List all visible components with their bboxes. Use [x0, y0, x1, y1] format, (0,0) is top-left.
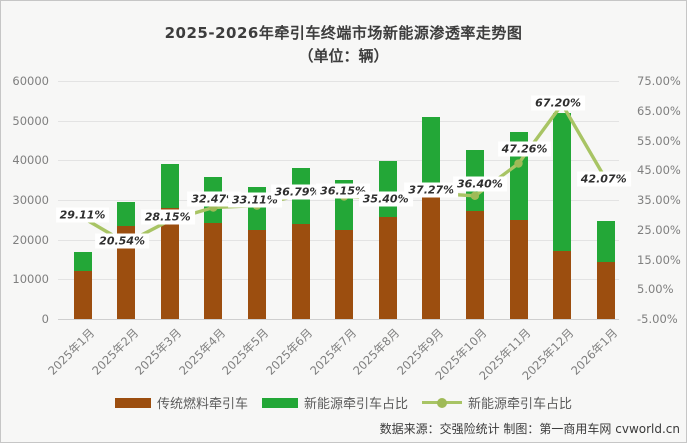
right-axis-tick-label: 5.00%	[637, 282, 674, 297]
bar-fuel-segment	[335, 230, 354, 319]
y-axis-tick-label: 20000	[12, 232, 49, 247]
y-axis-tick-label: 30000	[12, 193, 49, 207]
gridline	[58, 160, 619, 162]
chart-subtitle: （单位：辆）	[298, 47, 389, 65]
right-axis-tick-label: -5.00%	[637, 312, 678, 326]
bar-ne-segment	[422, 117, 441, 193]
bar-fuel-segment	[160, 207, 179, 319]
right-axis-tick-label: 35.00%	[637, 193, 681, 207]
penetration-label: 36.40%	[452, 176, 507, 192]
line-point-marker	[470, 191, 480, 201]
bar-fuel-segment	[204, 223, 223, 319]
right-axis-tick-label: 65.00%	[637, 103, 681, 118]
bar-fuel-segment	[247, 230, 266, 319]
right-axis-tick-label: 75.00%	[637, 74, 681, 88]
legend-label: 新能源牵引车占比	[303, 397, 408, 412]
source-credit: 数据来源：交强险统计 制图：第一商用车网 cvworld.cn	[379, 422, 680, 436]
penetration-label: 36.79%	[270, 184, 325, 200]
legend-item-3: 新能源牵引车占比	[422, 393, 572, 412]
y-axis-tick-label: 10000	[12, 272, 49, 287]
legend-bar-fuel-swatch-icon	[114, 397, 151, 408]
y-axis-tick-label: 60000	[12, 74, 49, 88]
legend-item-2: 新能源牵引车占比	[261, 393, 408, 412]
legend: 传统燃料牵引车 新能源牵引车占比 新能源牵引车占比	[1, 393, 686, 412]
y-axis-tick-label: 0	[41, 312, 49, 326]
y-axis-tick-label: 50000	[12, 113, 49, 128]
bar-fuel-segment	[73, 271, 92, 319]
bar-ne-segment	[160, 164, 179, 208]
penetration-label: 42.07%	[576, 171, 631, 187]
bar-fuel-segment	[553, 251, 572, 319]
bar-fuel-segment	[422, 192, 441, 319]
penetration-label: 67.20%	[531, 95, 586, 111]
gridline	[58, 319, 619, 320]
right-axis-tick-label: 45.00%	[637, 163, 681, 178]
penetration-label: 28.15%	[140, 209, 195, 225]
chart-title: 2025-2026年牵引车终端市场新能源渗透率走势图	[164, 24, 523, 42]
penetration-label: 36.15%	[316, 183, 371, 199]
y-axis-tick-label: 40000	[12, 153, 49, 168]
right-axis-tick-label: 55.00%	[637, 133, 681, 148]
legend-label: 新能源牵引车占比	[468, 397, 573, 412]
bar-fuel-segment	[117, 226, 136, 319]
legend-bar-ne-swatch-icon	[261, 397, 298, 408]
bar-ne-segment	[73, 251, 92, 272]
penetration-label: 33.11%	[227, 192, 282, 208]
bar-fuel-segment	[509, 220, 528, 319]
bar-ne-segment	[553, 113, 572, 252]
line-point-marker	[514, 159, 523, 168]
bar-ne-segment	[117, 201, 136, 226]
bar-fuel-segment	[465, 211, 484, 319]
legend-label: 传统燃料牵引车	[156, 397, 248, 412]
penetration-label: 35.40%	[358, 191, 413, 207]
bar-ne-segment	[596, 221, 615, 263]
legend-line-swatch-icon	[422, 397, 462, 408]
penetration-label: 37.27%	[404, 182, 459, 198]
legend-item-1: 传统燃料牵引车	[114, 393, 248, 412]
gridline	[58, 81, 619, 82]
right-axis-tick-label: 15.00%	[637, 252, 681, 267]
bar-fuel-segment	[291, 223, 310, 319]
penetration-label: 47.26%	[497, 141, 552, 157]
gridline	[58, 120, 619, 122]
penetration-label: 32.47%	[187, 191, 242, 207]
bar-fuel-segment	[596, 262, 615, 319]
penetration-label: 29.11%	[55, 207, 110, 223]
right-axis-tick-label: 25.00%	[637, 222, 681, 237]
penetration-label: 20.54%	[95, 233, 150, 249]
bar-fuel-segment	[378, 217, 397, 319]
